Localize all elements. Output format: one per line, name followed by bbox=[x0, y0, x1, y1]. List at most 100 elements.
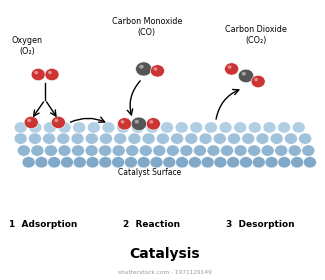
Circle shape bbox=[131, 122, 144, 133]
Circle shape bbox=[150, 65, 164, 77]
Circle shape bbox=[31, 68, 45, 81]
Circle shape bbox=[128, 133, 141, 144]
Circle shape bbox=[71, 133, 84, 144]
Circle shape bbox=[14, 122, 27, 133]
Circle shape bbox=[73, 122, 85, 133]
Circle shape bbox=[185, 133, 198, 144]
Circle shape bbox=[29, 122, 42, 133]
Circle shape bbox=[242, 72, 246, 76]
Circle shape bbox=[22, 157, 35, 168]
Circle shape bbox=[142, 133, 155, 144]
Circle shape bbox=[227, 133, 240, 144]
Circle shape bbox=[288, 145, 301, 156]
Circle shape bbox=[228, 65, 232, 69]
Circle shape bbox=[214, 133, 226, 144]
Circle shape bbox=[31, 145, 44, 156]
Circle shape bbox=[219, 122, 232, 133]
Circle shape bbox=[27, 119, 31, 122]
Circle shape bbox=[163, 157, 176, 168]
Text: Carbon Monoxide
(CO): Carbon Monoxide (CO) bbox=[112, 17, 182, 37]
Circle shape bbox=[29, 133, 41, 144]
Circle shape bbox=[136, 62, 152, 76]
Circle shape bbox=[72, 145, 84, 156]
Circle shape bbox=[292, 122, 305, 133]
Circle shape bbox=[299, 133, 312, 144]
Circle shape bbox=[180, 145, 193, 156]
Circle shape bbox=[117, 122, 129, 133]
Circle shape bbox=[171, 133, 184, 144]
Circle shape bbox=[99, 157, 112, 168]
Text: 2  Reaction: 2 Reaction bbox=[123, 220, 180, 230]
Circle shape bbox=[45, 145, 57, 156]
Circle shape bbox=[45, 68, 59, 81]
Circle shape bbox=[146, 122, 159, 133]
Circle shape bbox=[238, 69, 254, 83]
Circle shape bbox=[43, 133, 56, 144]
Circle shape bbox=[34, 71, 38, 74]
Circle shape bbox=[188, 157, 201, 168]
Circle shape bbox=[99, 133, 112, 144]
Circle shape bbox=[35, 157, 48, 168]
Circle shape bbox=[275, 145, 288, 156]
Circle shape bbox=[227, 157, 240, 168]
Text: 3  Desorption: 3 Desorption bbox=[226, 220, 295, 230]
Circle shape bbox=[121, 120, 124, 123]
Circle shape bbox=[73, 157, 86, 168]
Text: Carbon Dioxide
(CO₂): Carbon Dioxide (CO₂) bbox=[225, 25, 287, 45]
Text: Oxygen
(O₂): Oxygen (O₂) bbox=[11, 36, 43, 56]
Circle shape bbox=[278, 122, 291, 133]
Circle shape bbox=[204, 122, 217, 133]
Circle shape bbox=[139, 65, 144, 69]
Circle shape bbox=[126, 145, 138, 156]
Text: Catalysis: Catalysis bbox=[129, 247, 200, 261]
Circle shape bbox=[150, 157, 163, 168]
Circle shape bbox=[24, 116, 38, 129]
Circle shape bbox=[135, 120, 139, 123]
Circle shape bbox=[137, 157, 150, 168]
Circle shape bbox=[150, 120, 153, 123]
Circle shape bbox=[48, 157, 60, 168]
Circle shape bbox=[57, 133, 70, 144]
Circle shape bbox=[302, 145, 315, 156]
Circle shape bbox=[153, 67, 157, 71]
Circle shape bbox=[18, 145, 30, 156]
Circle shape bbox=[207, 145, 220, 156]
Circle shape bbox=[87, 122, 100, 133]
Circle shape bbox=[256, 133, 269, 144]
Circle shape bbox=[261, 145, 274, 156]
Circle shape bbox=[270, 133, 283, 144]
Circle shape bbox=[201, 157, 214, 168]
Circle shape bbox=[14, 133, 27, 144]
Circle shape bbox=[248, 145, 261, 156]
Circle shape bbox=[112, 145, 125, 156]
Circle shape bbox=[214, 157, 227, 168]
Circle shape bbox=[234, 145, 247, 156]
Circle shape bbox=[112, 157, 124, 168]
Circle shape bbox=[253, 157, 265, 168]
Circle shape bbox=[251, 75, 265, 88]
Text: 1  Adsorption: 1 Adsorption bbox=[9, 220, 77, 230]
Circle shape bbox=[278, 157, 291, 168]
Circle shape bbox=[291, 157, 304, 168]
Text: Catalyst Surface: Catalyst Surface bbox=[119, 168, 182, 177]
Circle shape bbox=[102, 122, 115, 133]
Circle shape bbox=[190, 122, 203, 133]
Circle shape bbox=[304, 157, 316, 168]
Circle shape bbox=[139, 145, 152, 156]
Circle shape bbox=[242, 133, 254, 144]
Circle shape bbox=[58, 145, 71, 156]
Circle shape bbox=[153, 145, 166, 156]
Circle shape bbox=[131, 117, 147, 130]
Circle shape bbox=[221, 145, 233, 156]
Circle shape bbox=[86, 157, 99, 168]
Circle shape bbox=[176, 157, 188, 168]
Circle shape bbox=[114, 133, 127, 144]
Circle shape bbox=[248, 122, 261, 133]
Circle shape bbox=[85, 145, 98, 156]
Circle shape bbox=[194, 145, 206, 156]
Circle shape bbox=[157, 133, 169, 144]
Circle shape bbox=[284, 133, 297, 144]
Circle shape bbox=[265, 157, 278, 168]
Circle shape bbox=[118, 118, 132, 130]
Circle shape bbox=[58, 122, 71, 133]
